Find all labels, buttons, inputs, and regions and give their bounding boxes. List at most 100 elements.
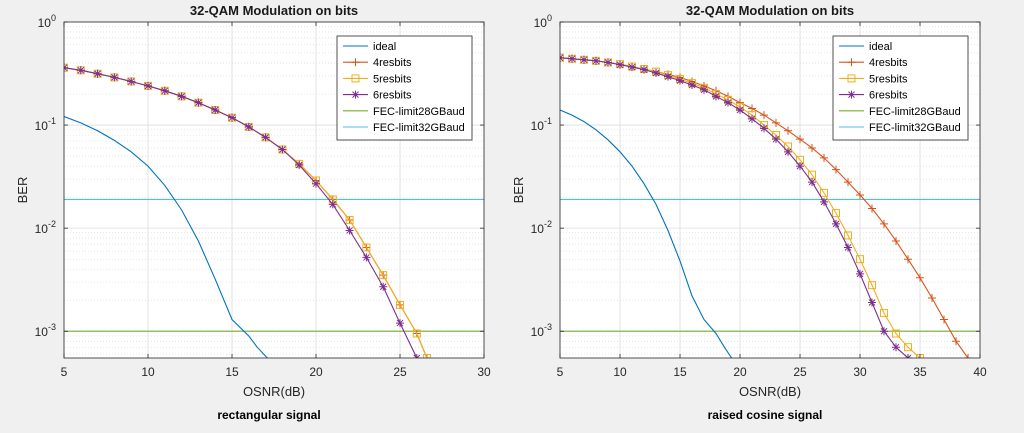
legend-label: 6resbits [373,90,412,102]
y-tick-label: 100 [534,13,552,30]
legend-item: FEC-limit28GBaud [343,106,465,118]
y-axis-label: BER [15,177,30,204]
data-point [640,65,648,74]
y-tick-label: 10-2 [35,219,56,236]
data-point [412,329,421,338]
data-point [362,243,371,252]
data-point [832,209,840,218]
legend-label: FEC-limit32GBaud [373,122,465,134]
series-6resbits [560,53,912,358]
data-point [880,327,888,336]
data-point [568,54,576,63]
data-point [736,106,744,115]
data-point [847,58,856,67]
x-tick-label: 20 [733,365,747,379]
data-point [847,90,856,99]
chart-title: 32-QAM Modulation on bits [190,3,358,18]
y-axis-label: BER [511,177,526,204]
legend-label: 5resbits [869,73,908,85]
data-point [379,271,388,280]
x-tick-label: 5 [61,365,68,379]
axes-box [559,21,981,359]
data-point [144,81,152,90]
legend-item: ideal [839,41,892,53]
legend-box [336,35,473,141]
data-point [628,63,636,72]
data-point [422,354,431,358]
series-6resbits [64,63,421,358]
x-axis-label: OSNR(dB) [243,384,305,399]
legend-item: 4resbits [839,57,908,69]
data-point [261,133,270,142]
legend-item: 6resbits [839,90,908,102]
data-point [328,200,337,209]
data-point [160,86,169,95]
legend-item: FEC-limit28GBaud [839,106,961,118]
data-point [796,135,804,144]
data-point [244,122,253,131]
data-point [736,98,744,107]
data-point [820,153,828,162]
data-point [396,300,404,309]
chart-caption: rectangular signal [217,408,320,422]
data-point [278,145,287,154]
x-tick-label: 30 [477,365,491,379]
data-point [868,298,876,307]
data-point [832,165,840,174]
legend-label: 6resbits [869,90,908,102]
data-point [652,69,660,78]
data-point [362,253,371,262]
data-point [351,74,360,83]
data-point [772,135,780,144]
chart-2: 5 10 15 20 25 30 35 40 100 10-1 10-2 10-3 32-QAM Mod… [511,3,987,422]
series-line [560,109,733,358]
data-point [760,111,768,120]
data-point [592,56,600,65]
x-tick-label: 30 [853,365,867,379]
data-point [127,77,136,86]
x-tick-label: 20 [309,365,323,379]
y-tick-label: 10-3 [531,322,552,339]
data-point [868,281,876,290]
data-point [688,80,696,89]
series-line [64,115,268,358]
series-line [64,67,418,358]
data-point [616,60,624,69]
data-point [194,98,203,107]
legend-label: FEC-limit28GBaud [869,106,961,118]
legend: ideal 4resbits 5resbits 6resbits FEC-limit28… [832,35,969,141]
x-tick-label: 15 [673,365,687,379]
data-point [351,58,360,67]
data-point [844,243,852,252]
data-point [664,72,672,81]
data-point [847,74,856,83]
legend-label: 4resbits [373,57,412,69]
data-point [228,113,236,122]
legend-label: ideal [373,41,396,53]
data-point [351,90,360,99]
legend-item: 6resbits [343,90,412,102]
legend-label: 4resbits [869,57,908,69]
data-point [820,188,828,197]
x-tick-label: 40 [973,365,987,379]
legend-item: FEC-limit32GBaud [343,122,465,134]
data-point [904,343,912,352]
legend-item: 5resbits [343,73,412,85]
data-point [748,114,756,123]
data-point [772,118,780,127]
data-point [856,255,864,264]
legend-label: FEC-limit28GBaud [373,106,465,118]
data-point [379,282,388,291]
data-point [312,179,320,188]
data-point [880,309,888,318]
chart-1: 5 10 15 20 25 30 100 10-1 10-2 10-3 32-QAM Modulat… [15,3,491,422]
data-point [700,85,708,94]
data-point [93,69,102,78]
x-tick-label: 10 [613,365,627,379]
x-tick-label: 25 [393,365,407,379]
data-point [712,92,720,101]
legend-box [832,35,969,141]
data-point [345,215,354,224]
